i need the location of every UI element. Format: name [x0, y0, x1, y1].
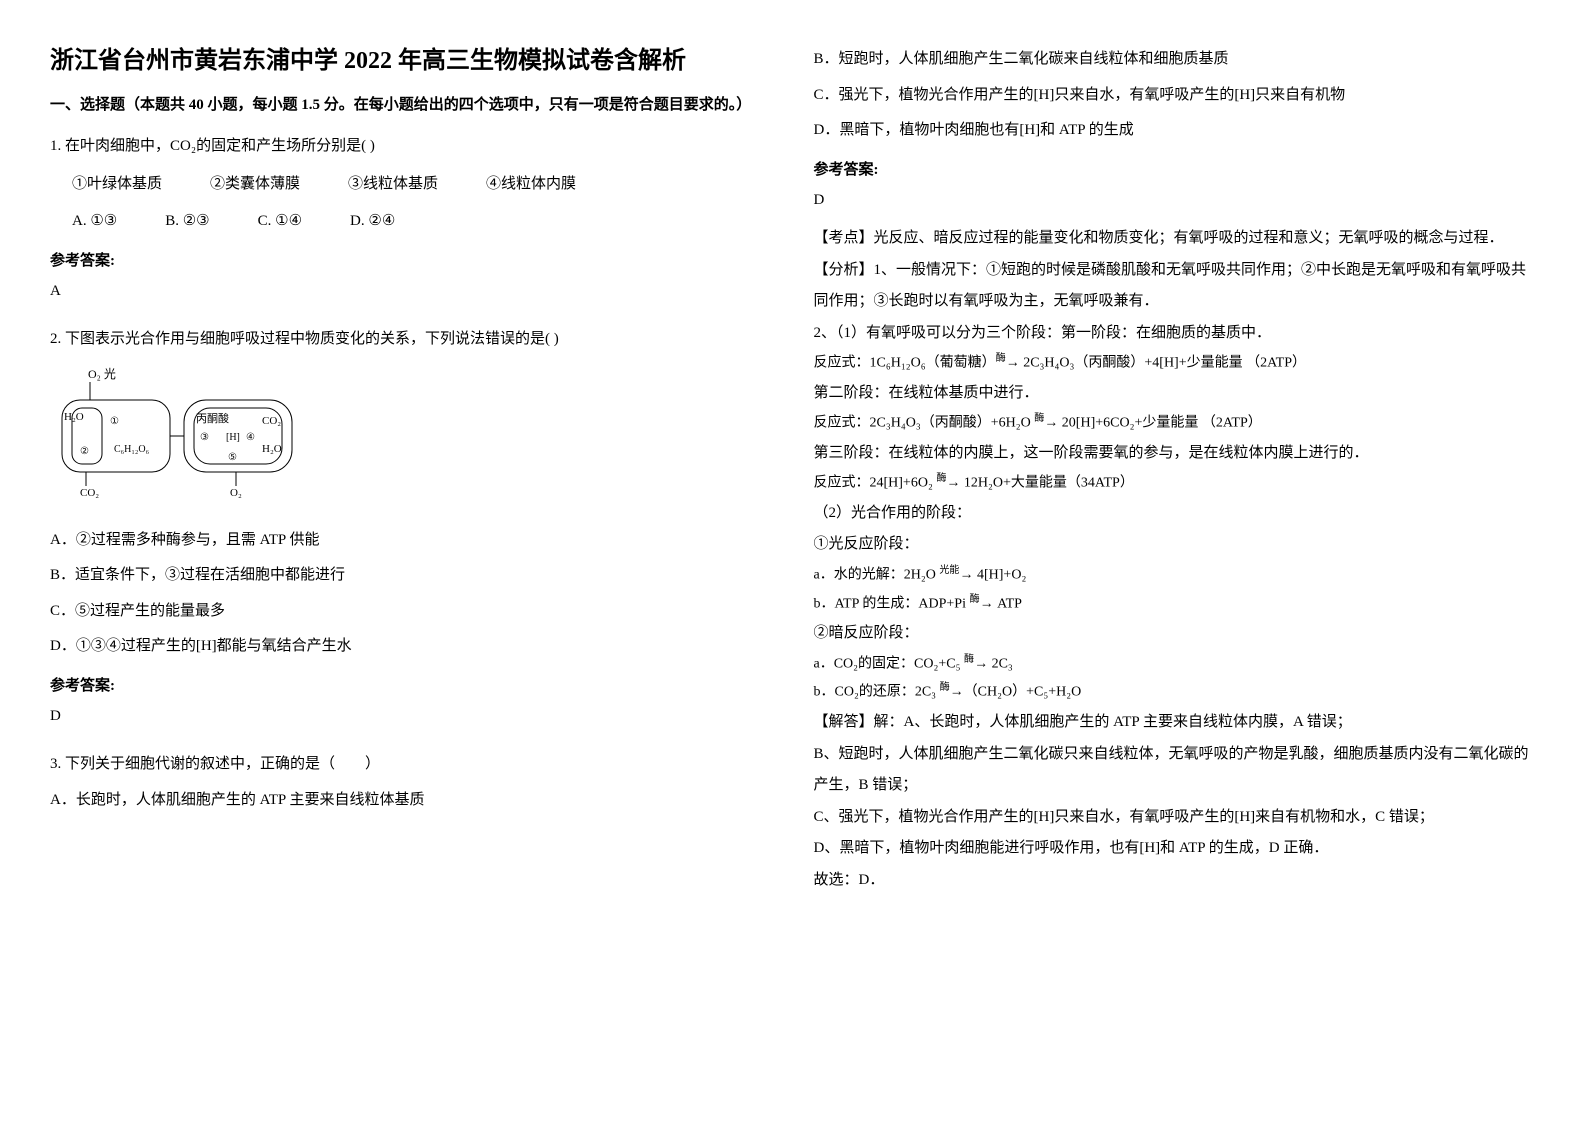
q1-choice-row: A. ①③ B. ②③ C. ①④ D. ②④ — [72, 206, 774, 238]
q3-ans: D — [814, 192, 1538, 209]
analysis-fx2b: 反应式：1C₆H₁₂O₆（葡萄糖）酶→ 2C₃H₄O₃（丙酮酸）+4[H]+少量… — [814, 349, 1538, 378]
svg-text:[H]: [H] — [226, 432, 240, 443]
question-2: 2. 下图表示光合作用与细胞呼吸过程中物质变化的关系，下列说法错误的是( ) O… — [50, 324, 774, 739]
q1-ans-label: 参考答案: — [50, 246, 774, 278]
fx3f-left: a．CO₂的固定：CO₂+C₅ — [814, 656, 965, 671]
q3-opt-b: B．短跑时，人体肌细胞产生二氧化碳来自线粒体和细胞质基质 — [814, 44, 1538, 76]
q1-item-row: ①叶绿体基质 ②类囊体薄膜 ③线粒体基质 ④线粒体内膜 — [72, 169, 774, 201]
analysis-jdC: C、强光下，植物光合作用产生的[H]只来自水，有氧呼吸产生的[H]来自有机物和水… — [814, 802, 1538, 834]
fx3g-left: b．CO₂的还原：2C₃ — [814, 685, 940, 700]
q1-item-4: ④线粒体内膜 — [486, 169, 576, 201]
analysis-fx2f: 反应式：24[H]+6O₂ 酶→ 12H₂O+大量能量（34ATP） — [814, 469, 1538, 498]
q2-opt-a: A．②过程需多种酶参与，且需 ATP 供能 — [50, 525, 774, 557]
kp-label: 【考点】 — [814, 230, 874, 246]
analysis-fx3c: a．水的光解：2H₂O 光能→ 4[H]+O₂ — [814, 561, 1538, 590]
right-column: B．短跑时，人体肌细胞产生二氧化碳来自线粒体和细胞质基质 C．强光下，植物光合作… — [814, 40, 1538, 1082]
diag-n3: ③ — [200, 432, 209, 443]
analysis-fx3b: ①光反应阶段： — [814, 529, 1538, 561]
enzyme-arrow-1: 酶 — [996, 353, 1006, 364]
analysis-jdB: B、短跑时，人体肌细胞产生二氧化碳只来自线粒体，无氧呼吸的产物是乳酸，细胞质基质… — [814, 739, 1538, 802]
fx2f-left: 反应式：24[H]+6O₂ — [814, 476, 937, 491]
enzyme-arrow-3: 酶 — [936, 473, 946, 484]
analysis-fx3g: b．CO₂的还原：2C₃ 酶→（CH₂O）+C₅+H₂O — [814, 678, 1538, 707]
fx3c-right: 4[H]+O₂ — [974, 568, 1027, 583]
diag-h2or: H₂O — [262, 443, 282, 455]
question-3: 3. 下列关于细胞代谢的叙述中，正确的是（ ） A．长跑时，人体肌细胞产生的 A… — [50, 749, 774, 816]
diag-h2o: H₂O — [64, 411, 84, 423]
question-1: 1. 在叶肉细胞中，CO₂的固定和产生场所分别是( ) ①叶绿体基质 ②类囊体薄… — [50, 131, 774, 314]
analysis-jdA: 【解答】解：A、长跑时，人体肌细胞产生的 ATP 主要来自线粒体内膜，A 错误； — [814, 707, 1538, 739]
analysis-jdD: D、黑暗下，植物叶肉细胞能进行呼吸作用，也有[H]和 ATP 的生成，D 正确． — [814, 833, 1538, 865]
q3-stem: 3. 下列关于细胞代谢的叙述中，正确的是（ ） — [50, 749, 774, 781]
q1-stem: 1. 在叶肉细胞中，CO₂的固定和产生场所分别是( ) — [50, 131, 774, 163]
analysis-fx2c: 第二阶段：在线粒体基质中进行． — [814, 378, 1538, 410]
fx3g-right: （CH₂O）+C₅+H₂O — [964, 685, 1082, 700]
left-column: 浙江省台州市黄岩东浦中学 2022 年高三生物模拟试卷含解析 一、选择题（本题共… — [50, 40, 774, 1082]
q1-choice-c: C. ①④ — [258, 206, 302, 238]
analysis-fx3f: a．CO₂的固定：CO₂+C₅ 酶→ 2C₃ — [814, 650, 1538, 679]
analysis-jdE: 故选：D． — [814, 865, 1538, 897]
q2-diagram: O₂ 光 H₂O ① ② C₆H₁₂O₆ 丙酮酸 ③ [H] ④ CO₂ H₂O… — [50, 364, 310, 504]
q3-opt-c: C．强光下，植物光合作用产生的[H]只来自水，有氧呼吸产生的[H]只来自有机物 — [814, 80, 1538, 112]
diag-n5: ⑤ — [228, 452, 237, 463]
q1-item-3: ③线粒体基质 — [348, 169, 438, 201]
kp-text: 光反应、暗反应过程的能量变化和物质变化；有氧呼吸的过程和意义；无氧呼吸的概念与过… — [874, 230, 1504, 246]
analysis-fx3a: （2）光合作用的阶段： — [814, 498, 1538, 530]
q2-options: A．②过程需多种酶参与，且需 ATP 供能 B．适宜条件下，③过程在活细胞中都能… — [50, 525, 774, 663]
q2-ans: D — [50, 708, 774, 725]
q3-opt-a: A．长跑时，人体肌细胞产生的 ATP 主要来自线粒体基质 — [50, 785, 774, 817]
analysis-fx2e: 第三阶段：在线粒体的内膜上，这一阶段需要氧的参与，是在线粒体内膜上进行的． — [814, 438, 1538, 470]
q3-options-cont: B．短跑时，人体肌细胞产生二氧化碳来自线粒体和细胞质基质 C．强光下，植物光合作… — [814, 40, 1538, 147]
diag-co2l: CO₂ — [80, 487, 99, 499]
fx3c-left: a．水的光解：2H₂O — [814, 568, 940, 583]
enzyme-arrow-2: 酶 — [1034, 413, 1044, 424]
section-heading: 一、选择题（本题共 40 小题，每小题 1.5 分。在每小题给出的四个选项中，只… — [50, 93, 774, 117]
diag-pyr: 丙酮酸 — [196, 411, 229, 425]
q1-choice-b: B. ②③ — [165, 206, 209, 238]
diag-n2: ② — [80, 446, 89, 457]
q1-choice-a: A. ①③ — [72, 206, 117, 238]
q2-opt-c: C．⑤过程产生的能量最多 — [50, 596, 774, 628]
enzyme-arrow-5: 酶 — [964, 654, 974, 665]
q2-stem: 2. 下图表示光合作用与细胞呼吸过程中物质变化的关系，下列说法错误的是( ) — [50, 324, 774, 356]
fx2d-right: 20[H]+6CO₂+少量能量 （2ATP） — [1058, 416, 1261, 431]
analysis-fx2d: 反应式：2C₃H₄O₃（丙酮酸）+6H₂O 酶→ 20[H]+6CO₂+少量能量… — [814, 409, 1538, 438]
light-arrow: 光能 — [939, 565, 959, 576]
diag-light-label: O₂ 光 — [88, 367, 116, 381]
page-title: 浙江省台州市黄岩东浦中学 2022 年高三生物模拟试卷含解析 — [50, 40, 774, 75]
jd-label: 【解答】 — [814, 714, 874, 730]
fx1-text: 1、一般情况下：①短跑的时候是磷酸肌酸和无氧呼吸共同作用；②中长跑是无氧呼吸和有… — [814, 262, 1527, 310]
enzyme-arrow-4: 酶 — [969, 594, 979, 605]
q3-opt-d: D．黑暗下，植物叶肉细胞也有[H]和 ATP 的生成 — [814, 115, 1538, 147]
jdA-text: 解：A、长跑时，人体肌细胞产生的 ATP 主要来自线粒体内膜，A 错误； — [874, 714, 1352, 730]
diag-n1: ① — [110, 416, 119, 427]
q2-opt-b: B．适宜条件下，③过程在活细胞中都能进行 — [50, 560, 774, 592]
fx-label: 【分析】 — [814, 262, 874, 278]
diag-n4: ④ — [246, 432, 255, 443]
analysis-kp: 【考点】光反应、暗反应过程的能量变化和物质变化；有氧呼吸的过程和意义；无氧呼吸的… — [814, 223, 1538, 255]
q2-opt-d: D．①③④过程产生的[H]都能与氧结合产生水 — [50, 631, 774, 663]
fx2f-right: 12H₂O+大量能量（34ATP） — [960, 476, 1133, 491]
fx2b-right: 2C₃H₄O₃（丙酮酸）+4[H]+少量能量 （2ATP） — [1020, 356, 1306, 371]
q3-ans-label: 参考答案: — [814, 155, 1538, 187]
q1-choice-d: D. ②④ — [350, 206, 395, 238]
analysis-fx3d: b．ATP 的生成：ADP+Pi 酶→ ATP — [814, 590, 1538, 619]
diag-ch2o: C₆H₁₂O₆ — [114, 444, 150, 455]
diag-co2r: CO₂ — [262, 415, 281, 427]
q1-item-2: ②类囊体薄膜 — [210, 169, 300, 201]
q2-ans-label: 参考答案: — [50, 671, 774, 703]
q1-item-1: ①叶绿体基质 — [72, 169, 162, 201]
analysis-fx2a: 2、（1）有氧呼吸可以分为三个阶段：第一阶段：在细胞质的基质中． — [814, 318, 1538, 350]
fx3d-left: b．ATP 的生成：ADP+Pi — [814, 596, 970, 611]
analysis-fx3e: ②暗反应阶段： — [814, 618, 1538, 650]
q1-ans: A — [50, 283, 774, 300]
analysis-fx1: 【分析】1、一般情况下：①短跑的时候是磷酸肌酸和无氧呼吸共同作用；②中长跑是无氧… — [814, 255, 1538, 318]
fx2b-left: 反应式：1C₆H₁₂O₆（葡萄糖） — [814, 356, 996, 371]
fx3f-right: 2C₃ — [988, 656, 1013, 671]
diag-o2r: O₂ — [230, 487, 242, 499]
fx2d-left: 反应式：2C₃H₄O₃（丙酮酸）+6H₂O — [814, 416, 1035, 431]
fx3d-right: ATP — [994, 596, 1022, 611]
enzyme-arrow-6: 酶 — [940, 682, 950, 693]
